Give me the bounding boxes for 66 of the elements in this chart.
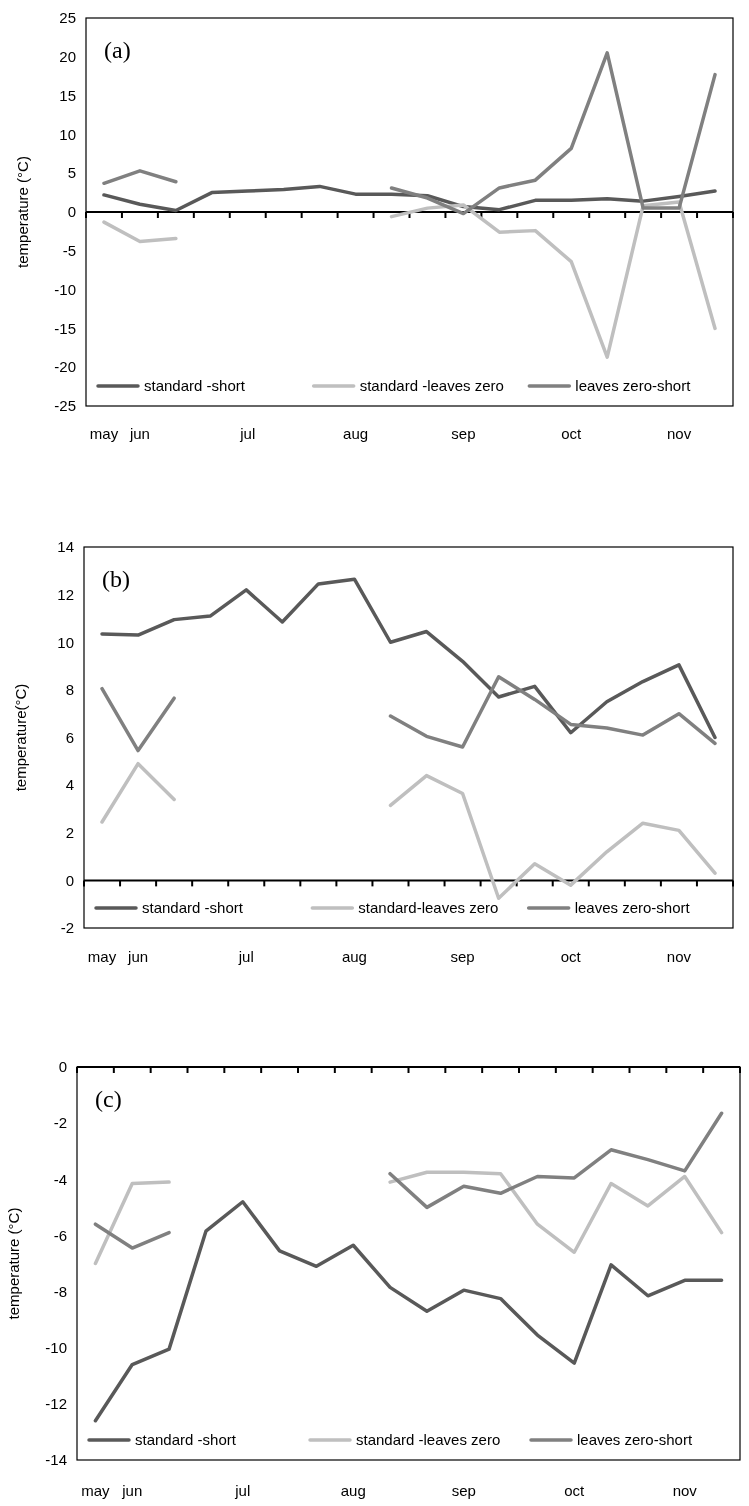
x-tick-label: sep (450, 948, 475, 966)
x-tick-label: jul (237, 948, 254, 966)
y-tick-label: 0 (65, 871, 74, 889)
y-tick-label: -5 (62, 242, 76, 260)
line-series (93, 1199, 724, 1423)
y-tick-label: -8 (53, 1282, 67, 1300)
y-tick-label: -10 (45, 1338, 67, 1356)
x-tick-label: oct (560, 948, 582, 966)
x-tick-label: may (89, 425, 119, 443)
x-tick-label: nov (666, 425, 692, 443)
x-tick-label: may (87, 948, 117, 966)
x-tick-label: sep (451, 425, 476, 443)
x-tick-label: jun (121, 1482, 143, 1500)
y-tick-label: 10 (57, 633, 74, 651)
text: (a) (104, 37, 131, 63)
y-tick-label: 4 (65, 776, 74, 794)
y-axis-title: temperature (°C) (5, 1207, 22, 1320)
y-tick-label: -12 (45, 1395, 67, 1413)
legend-label: leaves zero-short (577, 1431, 693, 1449)
y-tick-label: -14 (45, 1451, 67, 1469)
text: (b) (102, 566, 130, 592)
text: (c) (95, 1086, 122, 1112)
x-tick-label: aug (340, 1482, 366, 1500)
y-tick-label: -4 (53, 1170, 67, 1188)
y-tick-label: 0 (58, 1058, 67, 1076)
y-tick-label: -20 (54, 358, 76, 376)
y-tick-label: -10 (54, 280, 76, 298)
legend-label: leaves zero-short (575, 377, 692, 395)
x-tick-label: aug (343, 425, 369, 443)
x-tick-label: may (81, 1482, 111, 1500)
legend-label: leaves zero-short (574, 899, 691, 917)
x-tick-label: jul (234, 1482, 251, 1500)
y-tick-label: -15 (54, 319, 76, 337)
y-tick-label: -2 (53, 1114, 67, 1132)
y-axis-title: temperature (°C) (14, 156, 31, 268)
y-axis-title: temperature(°C) (12, 683, 29, 792)
y-tick-label: -2 (60, 919, 74, 937)
y-tick-label: -25 (54, 397, 76, 415)
legend-label: standard -short (144, 377, 246, 395)
x-tick-label: oct (561, 425, 583, 443)
legend-label: standard -short (142, 899, 244, 917)
y-tick-label: 14 (57, 538, 74, 556)
y-tick-label: 25 (59, 9, 76, 27)
y-tick-label: -6 (53, 1226, 67, 1244)
y-tick-label: 0 (67, 203, 76, 221)
legend-label: standard -leaves zero (356, 1431, 501, 1449)
x-tick-label: jun (128, 425, 150, 443)
legend-label: standard -short (135, 1431, 237, 1449)
legend-label: standard -leaves zero (359, 377, 504, 395)
y-tick-label: 8 (65, 681, 74, 699)
y-tick-label: 12 (57, 585, 74, 603)
x-tick-label: oct (564, 1482, 586, 1500)
x-tick-label: nov (666, 948, 692, 966)
x-tick-label: sep (451, 1482, 476, 1500)
y-tick-label: 10 (59, 125, 76, 143)
x-tick-label: jul (239, 425, 256, 443)
y-tick-label: 2 (65, 824, 74, 841)
x-tick-label: nov (672, 1482, 698, 1500)
y-tick-label: 5 (67, 164, 76, 182)
y-tick-label: 20 (59, 48, 76, 66)
y-tick-label: 15 (59, 86, 76, 104)
x-tick-label: aug (341, 948, 367, 966)
y-tick-label: 6 (65, 728, 74, 746)
legend-label: standard-leaves zero (358, 899, 499, 917)
line-series (102, 184, 717, 213)
x-tick-label: jun (127, 948, 149, 966)
